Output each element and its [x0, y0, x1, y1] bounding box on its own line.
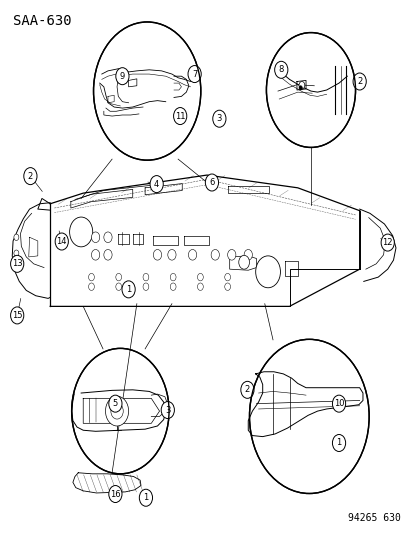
Circle shape: [11, 255, 24, 272]
Text: 2: 2: [28, 172, 33, 181]
Text: 2: 2: [244, 385, 249, 394]
Circle shape: [224, 283, 230, 290]
Text: 4: 4: [154, 180, 159, 189]
Circle shape: [55, 233, 68, 250]
Circle shape: [139, 489, 152, 506]
Text: 5: 5: [112, 399, 118, 408]
Text: SAA-630: SAA-630: [13, 14, 71, 28]
Text: 12: 12: [382, 238, 392, 247]
Circle shape: [24, 167, 37, 184]
Circle shape: [91, 249, 100, 260]
Circle shape: [170, 283, 176, 290]
Circle shape: [104, 232, 112, 243]
Circle shape: [170, 273, 176, 281]
Circle shape: [150, 175, 163, 192]
Circle shape: [91, 232, 100, 243]
Circle shape: [167, 249, 176, 260]
Text: 16: 16: [110, 489, 121, 498]
Circle shape: [111, 403, 123, 419]
Circle shape: [188, 249, 196, 260]
Text: 94265 630: 94265 630: [347, 513, 400, 523]
Circle shape: [105, 396, 128, 426]
Text: 6: 6: [209, 178, 214, 187]
Text: 1: 1: [126, 285, 131, 294]
Text: 13: 13: [12, 260, 22, 268]
Circle shape: [255, 256, 280, 288]
Text: 1: 1: [336, 439, 341, 448]
Circle shape: [211, 249, 219, 260]
Circle shape: [143, 283, 148, 290]
Circle shape: [14, 234, 19, 240]
Circle shape: [240, 381, 254, 398]
Text: 14: 14: [56, 237, 67, 246]
Circle shape: [332, 395, 345, 412]
Circle shape: [153, 249, 161, 260]
Circle shape: [212, 110, 225, 127]
Circle shape: [143, 273, 148, 281]
Circle shape: [227, 249, 235, 260]
Circle shape: [238, 255, 249, 269]
Circle shape: [188, 66, 201, 83]
Circle shape: [161, 401, 174, 418]
Circle shape: [332, 434, 345, 451]
Circle shape: [224, 273, 230, 281]
Circle shape: [173, 108, 186, 125]
Text: 3: 3: [165, 406, 170, 415]
Circle shape: [14, 250, 19, 256]
Circle shape: [109, 395, 122, 412]
Text: 3: 3: [216, 114, 221, 123]
Circle shape: [116, 273, 121, 281]
Circle shape: [298, 86, 301, 90]
Circle shape: [11, 307, 24, 324]
Text: 7: 7: [192, 70, 197, 78]
Text: 11: 11: [175, 111, 185, 120]
Text: 15: 15: [12, 311, 22, 320]
Circle shape: [88, 283, 94, 290]
Circle shape: [352, 73, 366, 90]
Circle shape: [197, 283, 203, 290]
Circle shape: [197, 273, 203, 281]
Text: 1: 1: [143, 493, 148, 502]
Circle shape: [69, 217, 93, 247]
Text: 9: 9: [119, 71, 125, 80]
Text: 10: 10: [333, 399, 344, 408]
Circle shape: [109, 486, 122, 503]
Circle shape: [244, 249, 252, 260]
Circle shape: [104, 249, 112, 260]
Circle shape: [122, 281, 135, 298]
Circle shape: [116, 68, 129, 85]
Circle shape: [88, 273, 94, 281]
Text: 2: 2: [356, 77, 361, 86]
Circle shape: [274, 61, 287, 78]
Circle shape: [298, 82, 304, 89]
Circle shape: [380, 234, 393, 251]
Circle shape: [116, 283, 121, 290]
Text: 8: 8: [278, 66, 283, 74]
Circle shape: [205, 174, 218, 191]
